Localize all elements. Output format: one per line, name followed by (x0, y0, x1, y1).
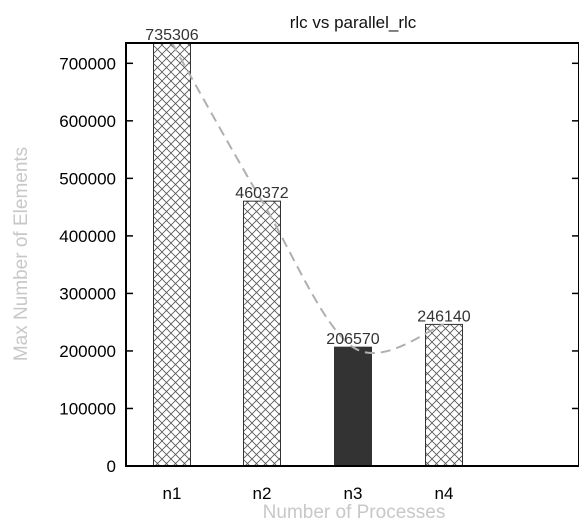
x-axis: n1 n2 n3 n4 (163, 484, 454, 503)
y-axis: 0 100000 200000 300000 400000 500000 600000 700… (59, 54, 579, 476)
bar-n1 (153, 42, 191, 467)
y-tick-label: 100000 (59, 399, 116, 418)
data-labels-group: 735306 460372 206570 246140 (145, 27, 470, 348)
trend-line (171, 42, 445, 354)
data-label-n4: 246140 (417, 308, 470, 325)
x-tick-label-n2: n2 (253, 484, 272, 503)
bar-n2 (243, 200, 281, 467)
data-label-n3: 206570 (326, 331, 379, 348)
y-tick-label: 200000 (59, 342, 116, 361)
y-tick-label: 600000 (59, 112, 116, 131)
bar-n3 (334, 346, 372, 467)
y-tick-label: 0 (107, 457, 116, 476)
x-axis-title: Number of Processes (263, 502, 446, 523)
bars-group (153, 42, 463, 467)
plot-frame (125, 42, 579, 467)
data-label-n2: 460372 (235, 185, 288, 202)
x-tick-label-n3: n3 (344, 484, 363, 503)
bar-n4 (425, 323, 463, 467)
y-tick-label: 700000 (59, 54, 116, 73)
data-label-n1: 735306 (145, 27, 198, 44)
y-tick-label: 400000 (59, 227, 116, 246)
x-tick-label-n1: n1 (163, 484, 182, 503)
y-axis-title: Max Number of Elements (11, 147, 32, 361)
y-tick-label: 300000 (59, 284, 116, 303)
x-tick-label-n4: n4 (435, 484, 454, 503)
y-tick-label: 500000 (59, 169, 116, 188)
chart-title: rlc vs parallel_rlc (290, 13, 417, 32)
